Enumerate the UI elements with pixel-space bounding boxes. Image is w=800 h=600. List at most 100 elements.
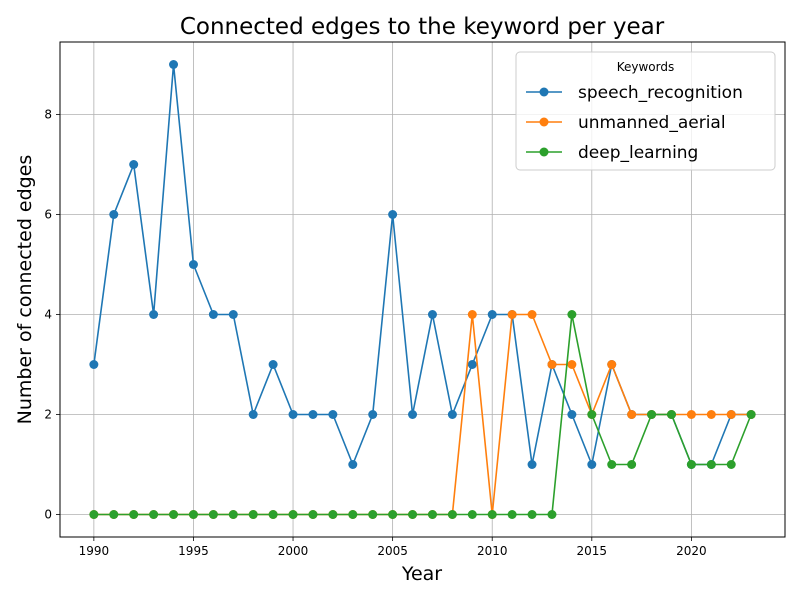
data-point	[388, 210, 398, 219]
data-point	[467, 360, 477, 369]
data-point	[567, 410, 577, 419]
legend-box	[515, 51, 776, 171]
data-point	[547, 360, 557, 369]
legend-marker	[539, 117, 549, 127]
data-point	[507, 510, 517, 519]
data-point	[487, 310, 497, 319]
x-tick-label: 1995	[178, 544, 209, 558]
legend-item: deep_learning	[526, 143, 698, 163]
data-point	[288, 410, 298, 419]
data-point	[129, 510, 139, 519]
data-point	[328, 510, 338, 519]
data-point	[368, 410, 378, 419]
data-point	[527, 460, 537, 469]
x-tick-label: 2020	[676, 544, 707, 558]
data-point	[726, 460, 736, 469]
data-point	[467, 310, 477, 319]
data-point	[587, 460, 597, 469]
data-point	[89, 360, 99, 369]
legend-label: unmanned_aerial	[578, 113, 726, 133]
data-point	[567, 360, 577, 369]
y-tick-label: 0	[44, 508, 52, 522]
legend-items: speech_recognition unmanned_aerial deep_le…	[526, 83, 743, 163]
data-point	[706, 460, 716, 469]
legend: Keywords speech_recognition unmanned_aeri…	[515, 51, 776, 171]
legend-label: speech_recognition	[578, 83, 743, 103]
legend-item: unmanned_aerial	[526, 113, 726, 133]
data-point	[328, 410, 338, 419]
data-point	[288, 510, 298, 519]
data-point	[169, 510, 179, 519]
x-tick-label: 2000	[278, 544, 309, 558]
data-point	[149, 310, 159, 319]
series-deep-learning	[89, 310, 756, 519]
data-point	[408, 410, 418, 419]
legend-label: deep_learning	[578, 143, 698, 163]
x-axis-title: Year	[401, 563, 442, 585]
legend-title: Keywords	[617, 60, 675, 74]
data-point	[368, 510, 378, 519]
plot-area-frame	[59, 41, 786, 538]
x-tick-label: 2005	[377, 544, 408, 558]
x-tick-label: 2010	[477, 544, 508, 558]
y-tick-label: 2	[44, 408, 52, 422]
x-tick-label: 2015	[577, 544, 608, 558]
data-point	[587, 410, 597, 419]
y-tick-label: 6	[44, 208, 52, 222]
data-point	[627, 460, 637, 469]
series-line	[93, 313, 752, 516]
data-point	[109, 510, 119, 519]
x-tick-label: 1990	[79, 544, 110, 558]
data-point	[228, 510, 238, 519]
data-point	[746, 410, 756, 419]
data-point	[686, 460, 696, 469]
y-tick-label: 4	[44, 308, 52, 322]
data-point	[607, 360, 617, 369]
data-point	[149, 510, 159, 519]
data-point	[447, 410, 457, 419]
legend-item: speech_recognition	[526, 83, 743, 103]
data-point	[348, 510, 358, 519]
data-point	[487, 510, 497, 519]
data-point	[427, 310, 437, 319]
data-point	[129, 160, 139, 169]
data-point	[89, 510, 99, 519]
data-point	[248, 410, 258, 419]
data-point	[169, 60, 179, 69]
data-point	[188, 510, 198, 519]
y-tick-label: 8	[44, 108, 52, 122]
data-point	[388, 510, 398, 519]
data-point	[228, 310, 238, 319]
data-point	[408, 510, 418, 519]
data-point	[627, 410, 637, 419]
data-point	[447, 510, 457, 519]
data-point	[726, 410, 736, 419]
data-point	[188, 260, 198, 269]
data-point	[706, 410, 716, 419]
data-point	[507, 310, 517, 319]
data-point	[109, 210, 119, 219]
data-point	[467, 510, 477, 519]
data-point	[686, 410, 696, 419]
data-point	[268, 360, 278, 369]
data-point	[248, 510, 258, 519]
data-point	[547, 510, 557, 519]
data-point	[308, 410, 318, 419]
data-point	[208, 310, 218, 319]
data-point	[348, 460, 358, 469]
chart-title: Connected edges to the keyword per year	[180, 14, 665, 40]
series-layer	[89, 60, 756, 519]
legend-marker	[539, 147, 549, 157]
data-point	[567, 310, 577, 319]
y-axis-title: Number of connected edges	[14, 155, 36, 425]
data-point	[607, 460, 617, 469]
data-point	[527, 510, 537, 519]
axis-ticks: 1990 1995 2000 2005 2010 2015 2020 0 2 4 6 8	[44, 108, 706, 559]
data-point	[666, 410, 676, 419]
legend-marker	[539, 87, 549, 97]
data-point	[427, 510, 437, 519]
data-point	[308, 510, 318, 519]
data-point	[527, 310, 537, 319]
data-point	[647, 410, 657, 419]
